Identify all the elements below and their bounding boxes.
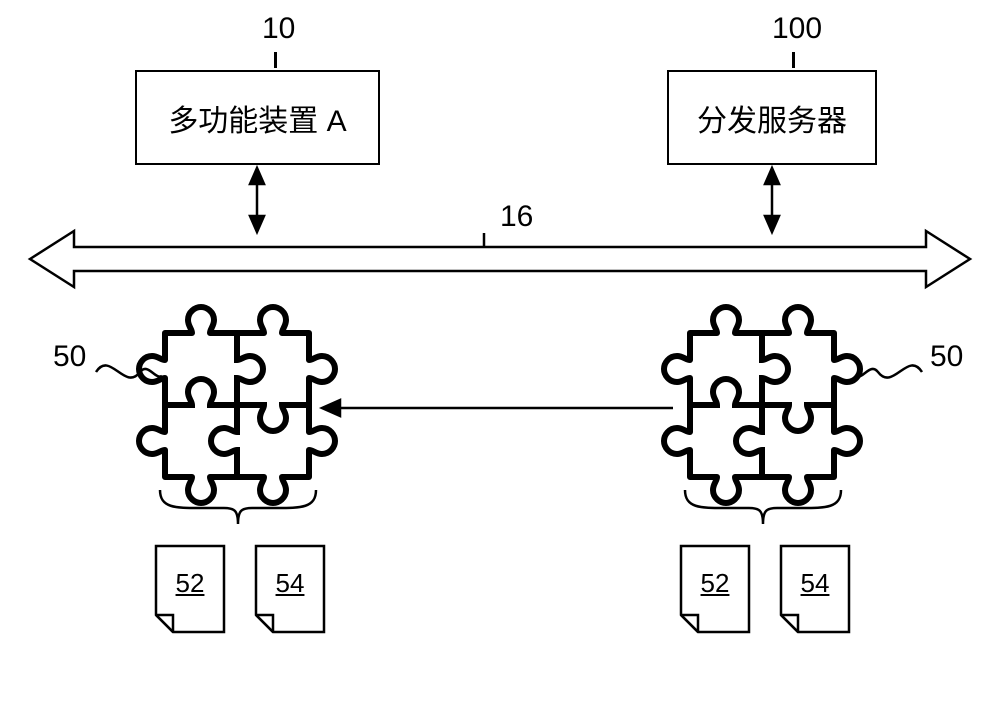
diagram-stage: 10 100 多功能装置 A 分发服务器 16 <box>0 0 1000 703</box>
connector-left <box>250 168 264 232</box>
brace-right <box>685 490 841 524</box>
ref-label-50-left: 50 <box>53 340 86 374</box>
puzzle-left <box>139 307 335 503</box>
bus-arrow <box>30 231 970 287</box>
connector-right <box>765 168 779 232</box>
squiggle-right <box>856 365 922 377</box>
ref-label-50-right: 50 <box>930 340 963 374</box>
doc-num-0: 52 <box>156 568 224 599</box>
doc-num-2: 52 <box>681 568 749 599</box>
brace-left <box>160 490 316 524</box>
svg-layer <box>0 0 1000 703</box>
doc-num-1: 54 <box>256 568 324 599</box>
transfer-arrow <box>322 400 673 416</box>
doc-num-3: 54 <box>781 568 849 599</box>
puzzle-right <box>664 307 860 503</box>
